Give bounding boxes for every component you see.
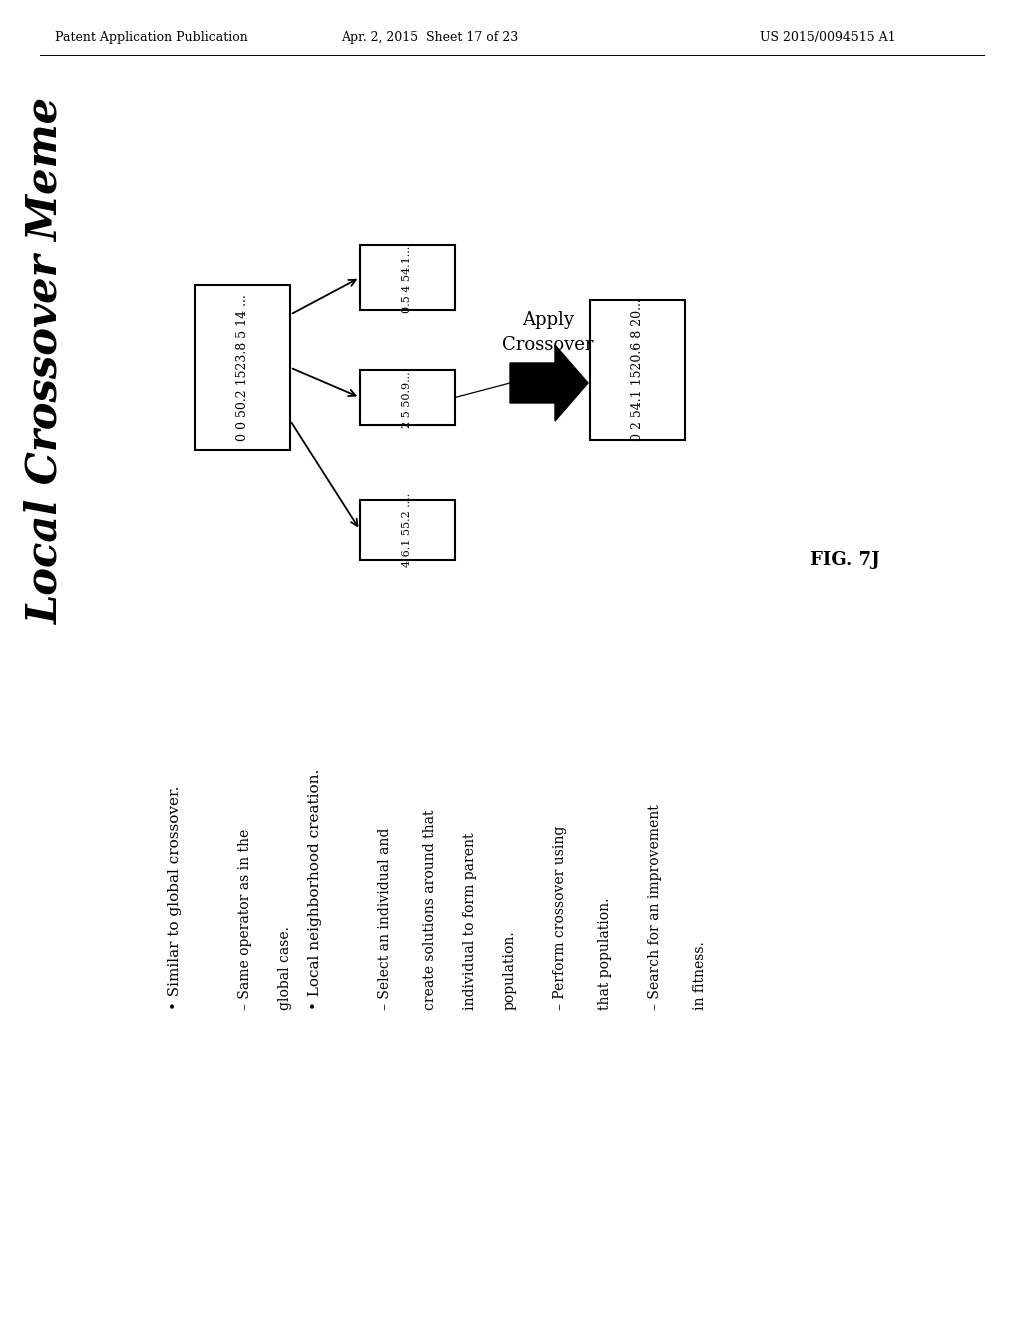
Text: – Same operator as in the: – Same operator as in the: [238, 829, 252, 1010]
Text: global case.: global case.: [278, 927, 292, 1010]
Text: • Similar to global crossover.: • Similar to global crossover.: [168, 785, 182, 1010]
FancyBboxPatch shape: [195, 285, 290, 450]
Text: 4 6.1 55.2 ....: 4 6.1 55.2 ....: [402, 492, 413, 568]
Text: individual to form parent: individual to form parent: [463, 833, 477, 1010]
Text: 0.5 4 54.1....: 0.5 4 54.1....: [402, 242, 413, 313]
Text: in fitness.: in fitness.: [693, 941, 707, 1010]
Text: Apr. 2, 2015  Sheet 17 of 23: Apr. 2, 2015 Sheet 17 of 23: [341, 30, 518, 44]
Text: Apply: Apply: [522, 312, 574, 329]
FancyBboxPatch shape: [360, 370, 455, 425]
Text: create solutions around that: create solutions around that: [423, 809, 437, 1010]
FancyBboxPatch shape: [360, 246, 455, 310]
Text: Crossover: Crossover: [502, 337, 594, 354]
Text: – Select an individual and: – Select an individual and: [378, 828, 392, 1010]
Text: 0 2 54.1 1520.6 8 20...: 0 2 54.1 1520.6 8 20...: [631, 298, 644, 441]
Text: US 2015/0094515 A1: US 2015/0094515 A1: [760, 30, 896, 44]
Text: 0 0 50.2 1523.8 5 14 ...: 0 0 50.2 1523.8 5 14 ...: [236, 294, 249, 441]
Text: that population.: that population.: [598, 898, 612, 1010]
FancyBboxPatch shape: [590, 300, 685, 440]
Text: • Local neighborhood creation.: • Local neighborhood creation.: [308, 768, 322, 1010]
Text: FIG. 7J: FIG. 7J: [810, 550, 880, 569]
Text: – Perform crossover using: – Perform crossover using: [553, 825, 567, 1010]
Text: Local Crossover Meme: Local Crossover Meme: [24, 96, 66, 623]
Text: – Search for an improvement: – Search for an improvement: [648, 804, 662, 1010]
Text: population.: population.: [503, 931, 517, 1010]
Text: 2 5 50.9....: 2 5 50.9....: [402, 367, 413, 428]
Text: Patent Application Publication: Patent Application Publication: [55, 30, 248, 44]
Polygon shape: [510, 345, 588, 421]
FancyBboxPatch shape: [360, 500, 455, 560]
